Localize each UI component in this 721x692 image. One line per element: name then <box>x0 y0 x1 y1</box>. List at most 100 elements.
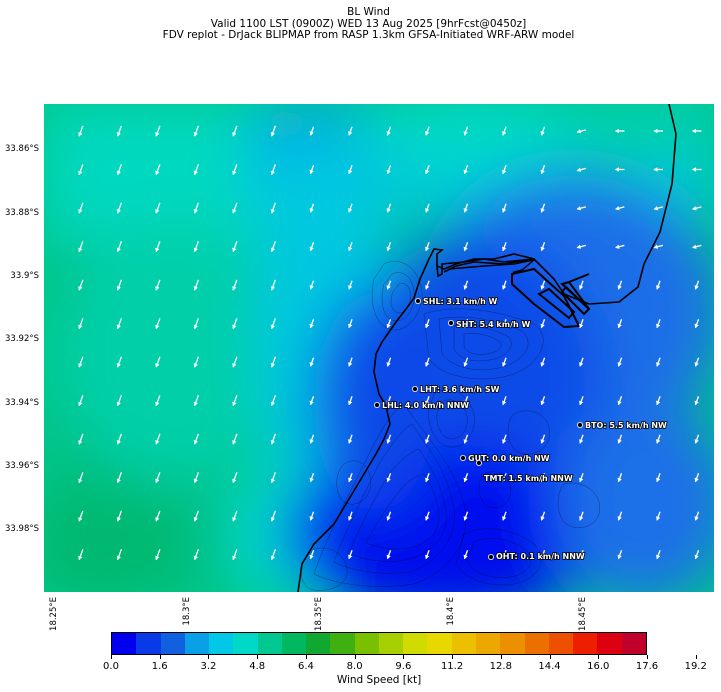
wind-arrow <box>232 356 238 368</box>
wind-arrow <box>348 396 353 406</box>
colorbar-segment <box>306 633 331 654</box>
wind-arrow <box>309 511 315 521</box>
station-marker <box>414 297 421 304</box>
colorbar-tick-label: 1.6 <box>151 661 168 672</box>
wind-arrow <box>653 244 664 249</box>
wind-arrow <box>579 434 584 444</box>
wind-arrow <box>386 319 392 329</box>
colorbar-segment <box>354 633 379 654</box>
wind-arrow <box>615 167 625 172</box>
wind-arrow <box>540 319 546 329</box>
colorbar-segment <box>233 633 258 654</box>
colorbar-tick-mark <box>159 655 161 659</box>
latitude-tick-label: 33.86°S <box>5 144 39 154</box>
wind-arrow <box>425 319 430 329</box>
colorbar-segment <box>112 633 137 654</box>
station-marker <box>373 401 380 408</box>
colorbar-tick-mark <box>549 655 551 659</box>
wind-arrow <box>116 356 122 368</box>
wind-arrow <box>386 242 392 252</box>
colorbar-segment <box>257 633 282 654</box>
station-label: LHT: 3.6 km/h SW <box>420 385 500 394</box>
wind-arrow <box>309 165 315 175</box>
wind-arrow <box>270 164 276 176</box>
wind-arrow <box>193 202 199 214</box>
colorbar-segment <box>451 633 476 654</box>
wind-arrow <box>270 356 276 368</box>
wind-arrow <box>78 472 84 484</box>
map-valid-time: Valid 1100 LST (0900Z) WED 13 Aug 2025 [… <box>210 18 527 30</box>
wind-arrow <box>116 125 122 137</box>
wind-arrow <box>348 280 353 290</box>
colorbar-tick-mark <box>403 655 405 659</box>
wind-arrow <box>116 510 122 522</box>
wind-arrow <box>463 473 469 483</box>
wind-arrow <box>78 125 84 137</box>
wind-arrow <box>540 126 546 136</box>
colorbar-tick-mark <box>305 655 307 659</box>
wind-arrow <box>540 473 546 483</box>
wind-arrow <box>463 280 469 290</box>
wind-arrow <box>386 203 392 213</box>
wind-arrow <box>309 396 315 406</box>
colorbar-tick-mark <box>647 655 648 659</box>
wind-arrow <box>348 126 353 136</box>
wind-arrow <box>116 549 122 561</box>
wind-arrow <box>502 473 507 483</box>
station-label: BTO: 5.5 km/h NW <box>585 421 667 430</box>
wind-arrow <box>386 511 392 521</box>
wind-arrow <box>193 472 199 484</box>
wind-arrow <box>78 356 84 368</box>
wind-arrow <box>617 473 623 483</box>
wind-arrow <box>348 319 353 329</box>
colorbar-tick-mark <box>452 655 454 659</box>
wind-arrow <box>579 319 584 329</box>
wind-arrow <box>386 434 392 444</box>
station-label: SHL: 3.1 km/h W <box>423 297 498 306</box>
wind-arrow <box>425 165 430 175</box>
wind-arrow <box>193 549 199 561</box>
wind-arrow <box>540 357 546 367</box>
wind-arrow <box>232 164 238 176</box>
wind-arrow <box>193 318 199 330</box>
wind-arrow <box>270 510 276 522</box>
wind-arrow <box>576 167 587 172</box>
wind-arrow <box>232 279 238 291</box>
wind-arrow <box>692 128 702 134</box>
wind-arrow <box>463 434 469 444</box>
wind-arrow <box>348 511 353 521</box>
wind-arrow <box>425 473 430 483</box>
wind-arrow <box>193 433 199 445</box>
wind-arrow <box>193 279 199 291</box>
wind-map[interactable]: SHL: 3.1 km/h W SHT: 5.4 km/h W LHT: 3.6 k… <box>44 104 714 592</box>
wind-arrow <box>576 129 587 134</box>
wind-arrow <box>692 167 702 172</box>
wind-arrow <box>193 241 199 253</box>
wind-arrow <box>309 203 315 213</box>
wind-arrow <box>656 511 661 521</box>
wind-arrow <box>502 511 507 521</box>
wind-arrow <box>463 203 469 213</box>
wind-arrow <box>617 396 623 406</box>
wind-arrow <box>232 433 238 445</box>
wind-arrow <box>116 472 122 484</box>
wind-arrow <box>656 319 661 329</box>
colorbar-segment <box>427 633 452 654</box>
wind-arrow <box>193 510 199 522</box>
wind-arrow <box>232 318 238 330</box>
colorbar-label: Wind Speed [kt] <box>336 674 422 686</box>
colorbar-segment <box>548 633 574 654</box>
wind-map-svg: SHL: 3.1 km/h W SHT: 5.4 km/h W LHT: 3.6 k… <box>44 104 714 592</box>
coastline <box>297 104 677 592</box>
wind-arrow <box>579 511 584 521</box>
wind-arrow <box>692 206 702 211</box>
wind-arrow <box>78 241 84 253</box>
colorbar-tick-mark <box>598 655 600 659</box>
wind-arrow <box>270 202 276 214</box>
colorbar-tick-label: 12.8 <box>489 661 512 672</box>
latitude-tick-label: 33.88°S <box>5 208 39 218</box>
wind-arrow <box>694 550 700 560</box>
colorbar-tick-label: 14.4 <box>538 661 561 672</box>
colorbar-segment <box>378 633 404 654</box>
latitude-tick-label: 33.92°S <box>5 334 39 344</box>
